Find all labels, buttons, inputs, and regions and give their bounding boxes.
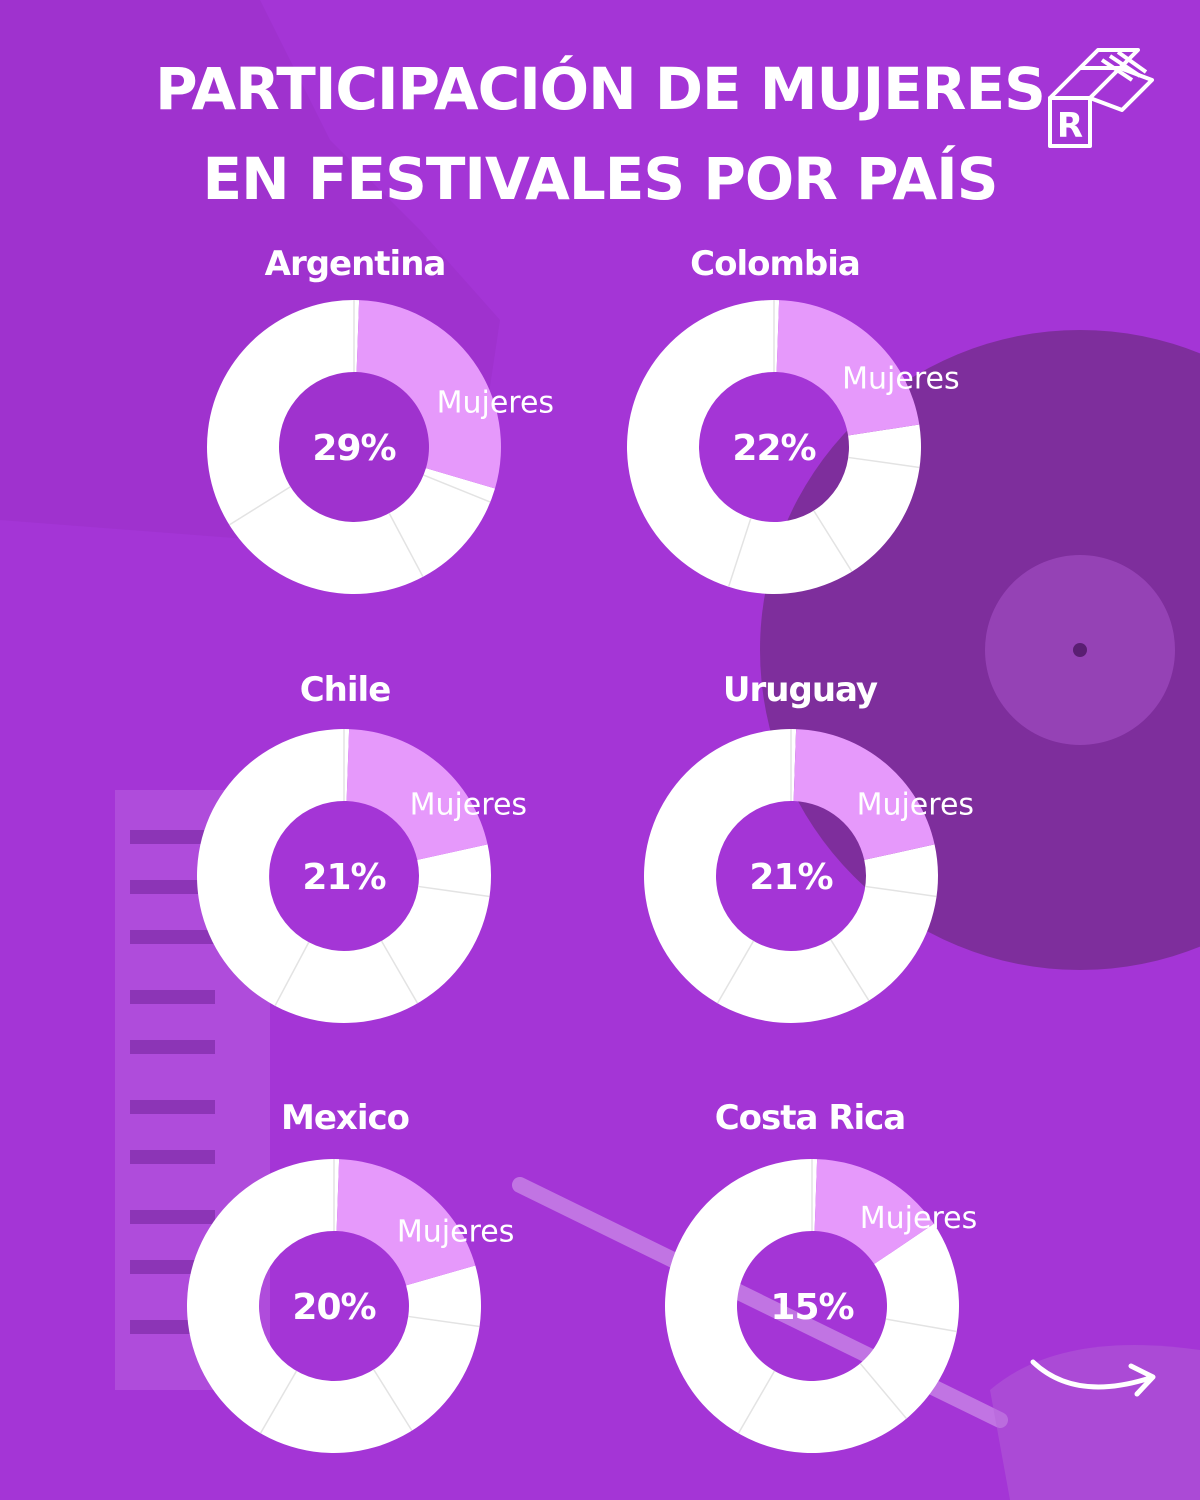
- country-title-argentina: Argentina: [264, 244, 447, 284]
- donut-slice-rest-argentina: [207, 300, 496, 594]
- donut-chart-costa-rica: 15% Mujeres: [665, 1159, 977, 1453]
- donut-divider-argentina-0: [423, 474, 491, 503]
- center-percent-label-mexico: 20%: [292, 1287, 375, 1328]
- photo-guitarist-shape: [0, 0, 500, 540]
- donut-divider-uruguay-1: [830, 939, 870, 1002]
- donut-divider-mexico-1: [373, 1369, 413, 1432]
- donut-slice-mujeres-uruguay: [793, 729, 935, 860]
- donut-divider-colombia-0: [848, 456, 920, 469]
- donut-slice-mujeres-costa-rica: [814, 1159, 934, 1265]
- donut-slice-rest-colombia: [627, 300, 921, 594]
- donut-divider-argentina-1: [388, 512, 424, 578]
- country-title-colombia: Colombia: [690, 244, 861, 284]
- donut-divider-argentina-2: [228, 486, 291, 526]
- donut-slice-mujeres-colombia: [776, 300, 920, 436]
- donut-divider-mexico-2: [259, 1370, 298, 1434]
- donut-chart-mexico: 20% Mujeres: [187, 1159, 514, 1453]
- page-title: PARTICIPACIÓN DE MUJERES EN FESTIVALES P…: [0, 44, 1200, 224]
- center-percent-label-argentina: 29%: [312, 428, 395, 469]
- donut-chart-uruguay: 21% Mujeres: [644, 729, 974, 1023]
- slice-label-mujeres-uruguay: Mujeres: [857, 787, 974, 822]
- donut-divider-chile-2: [274, 941, 310, 1007]
- donut-divider-chile-1: [380, 940, 419, 1004]
- donut-divider-mexico-0: [408, 1315, 480, 1328]
- donut-slice-rest-uruguay: [644, 729, 938, 1023]
- donut-slice-mujeres-mexico: [336, 1159, 476, 1286]
- donut-slice-rest-chile: [197, 729, 491, 1023]
- donut-slice-rest-costa-rica: [665, 1159, 959, 1453]
- donut-divider-uruguay-0: [865, 885, 937, 898]
- country-title-mexico: Mexico: [281, 1098, 410, 1138]
- country-title-chile: Chile: [299, 670, 392, 710]
- donut-chart-colombia: 22% Mujeres: [627, 300, 960, 594]
- donut-divider-colombia-2: [727, 518, 752, 588]
- arrow-right-icon[interactable]: [1025, 1350, 1165, 1410]
- donut-chart-chile: 21% Mujeres: [197, 729, 527, 1023]
- donut-slice-mujeres-chile: [346, 729, 488, 860]
- slice-label-mujeres-argentina: Mujeres: [437, 385, 554, 420]
- center-percent-label-costa-rica: 15%: [770, 1287, 853, 1328]
- donut-slice-rest-mexico: [187, 1159, 482, 1453]
- donut-divider-colombia-1: [813, 510, 853, 573]
- donut-chart-argentina: 29% Mujeres: [207, 300, 554, 594]
- slice-label-mujeres-colombia: Mujeres: [842, 361, 959, 396]
- logo-letter: R: [1057, 106, 1083, 146]
- title-line-1: PARTICIPACIÓN DE MUJERES: [155, 55, 1046, 123]
- donut-slice-mujeres-argentina: [356, 300, 501, 489]
- country-title-uruguay: Uruguay: [722, 670, 878, 710]
- center-percent-label-chile: 21%: [302, 857, 385, 898]
- slice-label-mujeres-mexico: Mujeres: [397, 1214, 514, 1249]
- donut-divider-costa-rica-1: [859, 1362, 908, 1420]
- donut-divider-costa-rica-0: [885, 1318, 957, 1333]
- center-percent-label-uruguay: 21%: [749, 857, 832, 898]
- center-percent-label-colombia: 22%: [732, 428, 815, 469]
- donut-divider-costa-rica-2: [737, 1370, 776, 1434]
- country-title-costa-rica: Costa Rica: [714, 1098, 907, 1138]
- donut-divider-chile-0: [418, 885, 490, 898]
- slice-label-mujeres-costa-rica: Mujeres: [860, 1201, 977, 1236]
- records-logo-icon: R: [1048, 48, 1154, 148]
- slice-label-mujeres-chile: Mujeres: [410, 787, 527, 822]
- title-line-2: EN FESTIVALES POR PAÍS: [202, 145, 999, 213]
- donut-divider-uruguay-2: [716, 940, 755, 1004]
